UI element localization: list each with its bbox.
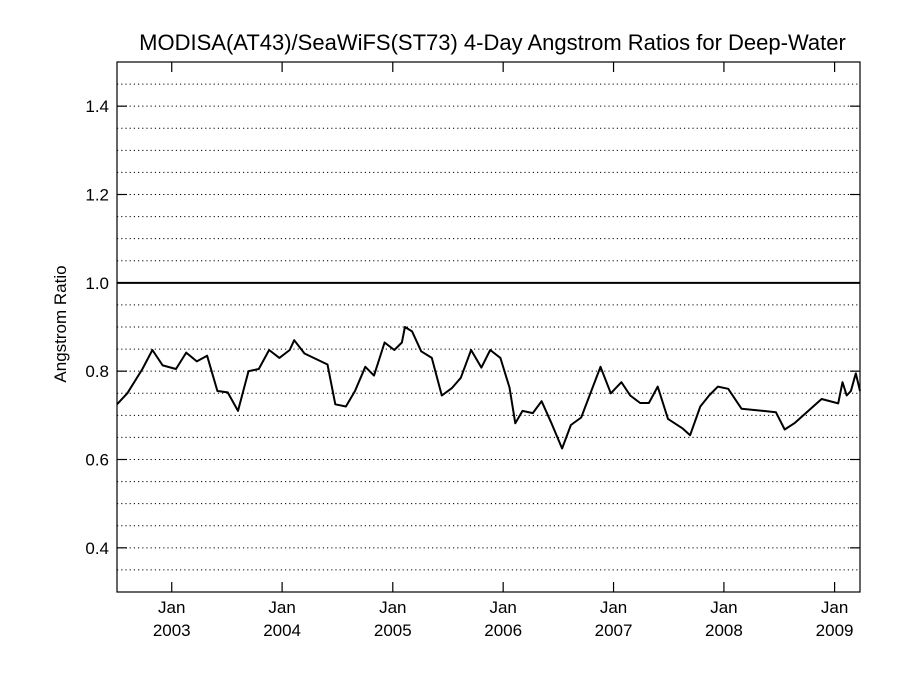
x-tick-label-month: Jan xyxy=(158,598,185,617)
x-tick-label-year: 2006 xyxy=(484,621,522,640)
x-tick-label-year: 2003 xyxy=(153,621,191,640)
tick-labels: 0.4 0.6 0.8 1.0 1.2 1.4 Jan 2003 Jan 2004 Jan 2005 J… xyxy=(85,97,853,640)
grid-lines xyxy=(117,83,860,571)
x-tick-label-month: Jan xyxy=(821,598,848,617)
y-tick-label: 1.4 xyxy=(85,97,109,116)
x-tick-label-month: Jan xyxy=(379,598,406,617)
x-tick-label-month: Jan xyxy=(268,598,295,617)
series-line-0 xyxy=(116,326,861,450)
x-tick-label-year: 2005 xyxy=(374,621,412,640)
series-group xyxy=(116,326,861,450)
y-tick-label: 1.0 xyxy=(85,274,109,293)
x-tick-label-year: 2008 xyxy=(705,621,743,640)
y-tick-label: 1.2 xyxy=(85,186,109,205)
x-tick-label-month: Jan xyxy=(710,598,737,617)
axis-ticks xyxy=(117,62,860,592)
x-tick-label-year: 2009 xyxy=(816,621,854,640)
y-tick-label: 0.4 xyxy=(85,539,109,558)
x-tick-label-year: 2007 xyxy=(595,621,633,640)
y-axis-label: Angstrom Ratio xyxy=(51,265,70,382)
chart-title: MODISA(AT43)/SeaWiFS(ST73) 4-Day Angstro… xyxy=(139,30,846,55)
y-tick-label: 0.6 xyxy=(85,451,109,470)
x-tick-label-month: Jan xyxy=(600,598,627,617)
plot-frame xyxy=(116,61,861,593)
x-tick-label-year: 2004 xyxy=(263,621,301,640)
x-tick-label-month: Jan xyxy=(489,598,516,617)
y-tick-label: 0.8 xyxy=(85,362,109,381)
